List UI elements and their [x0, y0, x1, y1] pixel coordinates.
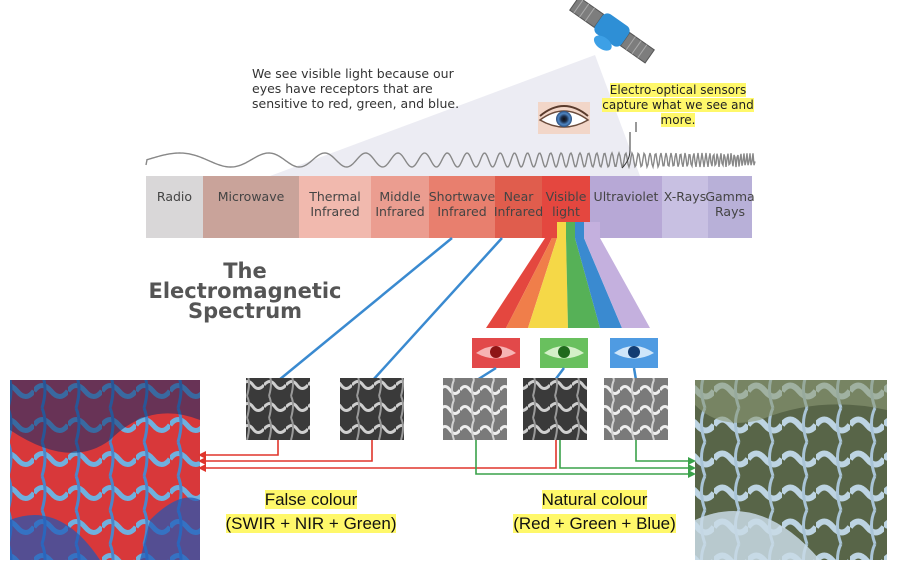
- visible-fan-orange: [506, 238, 557, 328]
- sensor-note: Electro-optical sensors capture what we …: [598, 83, 758, 128]
- blue-band-image: [604, 378, 668, 440]
- band-background: [371, 176, 429, 238]
- visible-fan-blue: [575, 238, 622, 328]
- natural-colour-bands: (Red + Green + Blue): [513, 514, 676, 533]
- band-near-infrared: Near Infrared: [493, 189, 544, 219]
- visible-stripe: [542, 222, 557, 238]
- light-cone: [270, 55, 640, 176]
- sensor-note-text: Electro-optical sensors capture what we …: [602, 83, 754, 127]
- spectrum-title: The Electromagnetic Spectrum: [148, 259, 342, 323]
- blue-eye-icon: [610, 338, 658, 368]
- band-background: [146, 176, 203, 238]
- natural-colour-title: Natural colour: [541, 490, 648, 509]
- swir-line: [278, 237, 453, 381]
- band-background: [708, 176, 752, 238]
- band-background: [429, 176, 495, 238]
- false-colour-caption: False colour (SWIR + NIR + Green): [196, 488, 426, 536]
- natural-colour-image: [695, 380, 887, 560]
- band-radio: Radio: [156, 189, 193, 204]
- visible-stripe: [584, 222, 600, 238]
- false-colour-title: False colour: [264, 490, 358, 509]
- visible-fan-red: [486, 238, 552, 328]
- visible-fan-violet: [584, 238, 650, 328]
- band-background: [662, 176, 708, 238]
- eye-icon: [538, 102, 590, 134]
- red-band-image: [443, 378, 507, 440]
- green-band-image: [523, 378, 587, 440]
- band-background: [495, 176, 542, 238]
- false-colour-image: [10, 380, 200, 560]
- spectrum-bar: [146, 176, 752, 238]
- satellite-icon: [569, 0, 655, 64]
- band-visible-light: Visible light: [545, 189, 587, 219]
- natural-colour-connectors: [475, 440, 696, 478]
- visible-stripe: [557, 222, 566, 238]
- band-background: [299, 176, 371, 238]
- visible-stripe: [566, 222, 575, 238]
- band-microwave: Microwave: [217, 189, 285, 204]
- band-middle-infrared: Middle Infrared: [375, 189, 425, 219]
- natural-colour-caption: Natural colour (Red + Green + Blue): [492, 488, 697, 536]
- visible-fan-green: [566, 238, 600, 328]
- intro-text: We see visible light because our eyes ha…: [252, 66, 460, 111]
- red-eye-icon: [472, 338, 520, 368]
- band-thermal-infrared: Thermal Infrared: [309, 189, 361, 219]
- nir-line: [372, 237, 503, 381]
- band-background: [590, 176, 662, 238]
- band-gamma-rays: Gamma Rays: [705, 189, 755, 219]
- green-eye-icon: [540, 338, 588, 368]
- visible-fan-yellow: [528, 238, 568, 328]
- band-shortwave-infrared: Shortwave Infrared: [428, 189, 496, 219]
- nir-band-image: [340, 378, 404, 440]
- sensor-leader-line: [621, 122, 637, 169]
- swir-band-image: [246, 378, 310, 440]
- visible-stripe: [575, 222, 584, 238]
- band-background: [203, 176, 299, 238]
- wave-line: [145, 150, 756, 170]
- false-colour-connectors: [198, 440, 557, 472]
- false-colour-bands: (SWIR + NIR + Green): [225, 514, 397, 533]
- band-x-rays: X-Rays: [663, 189, 707, 204]
- band-ultraviolet: Ultraviolet: [593, 189, 659, 204]
